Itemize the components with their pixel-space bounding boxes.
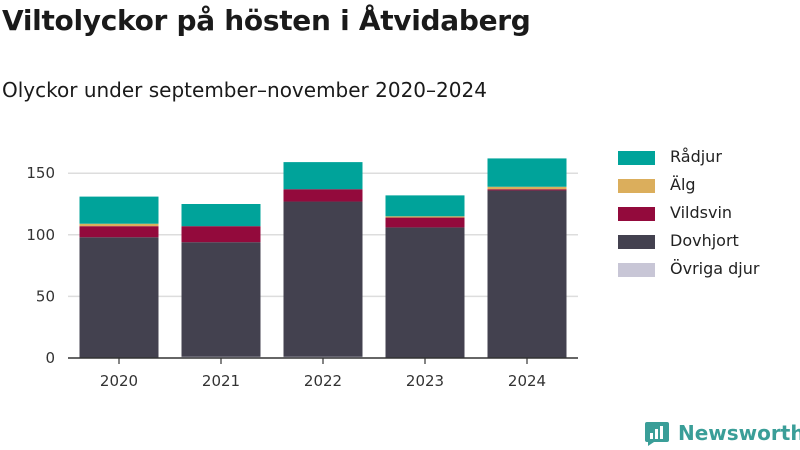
x-tick-label: 2022: [304, 372, 342, 390]
bar-dovhjort-2024: [487, 190, 567, 358]
bar-älg-2024: [487, 186, 567, 190]
bar-vildsvin-2022: [283, 189, 363, 202]
legend-label: Vildsvin: [670, 203, 733, 222]
x-tick-label: 2023: [406, 372, 444, 390]
legend-swatch: [618, 235, 655, 249]
bars: [79, 158, 567, 358]
legend-label: Rådjur: [670, 147, 722, 166]
bar-rådjur-2024: [487, 158, 567, 187]
legend-label: Dovhjort: [670, 231, 739, 250]
x-tick-label: 2020: [100, 372, 138, 390]
axes: 0 50 100 150 2020 2021 2022 2023 2024: [26, 164, 578, 390]
legend-swatch: [618, 207, 655, 221]
bar-rådjur-2020: [79, 196, 159, 224]
brand-name: Newsworthy: [678, 421, 800, 445]
y-tick-label: 0: [45, 349, 55, 367]
bar-vildsvin-2020: [79, 226, 159, 238]
bar-älg-2023: [385, 216, 465, 218]
legend-swatch: [618, 151, 655, 165]
bar-dovhjort-2020: [79, 237, 159, 358]
bar-älg-2020: [79, 223, 159, 227]
y-tick-label: 150: [26, 164, 55, 182]
legend-label: Övriga djur: [670, 259, 760, 278]
y-tick-label: 100: [26, 226, 55, 244]
bar-vildsvin-2023: [385, 217, 465, 228]
bar-dovhjort-2021: [181, 242, 261, 357]
bar-dovhjort-2022: [283, 201, 363, 357]
chart-subtitle: Olyckor under september–november 2020–20…: [2, 78, 487, 102]
newsworthy-icon: [645, 422, 669, 446]
x-tick-label: 2024: [508, 372, 546, 390]
legend-swatch: [618, 179, 655, 193]
bar-rådjur-2021: [181, 204, 261, 227]
chart-title: Viltolyckor på hösten i Åtvidaberg: [2, 4, 531, 37]
x-tick-label: 2021: [202, 372, 240, 390]
bar-vildsvin-2021: [181, 226, 261, 243]
legend-label: Älg: [670, 175, 696, 194]
bar-vildsvin-2024: [487, 189, 567, 191]
bar-rådjur-2022: [283, 162, 363, 190]
legend-swatch: [618, 263, 655, 277]
bar-rådjur-2023: [385, 195, 465, 217]
y-tick-label: 50: [36, 287, 55, 305]
bar-dovhjort-2023: [385, 227, 465, 358]
